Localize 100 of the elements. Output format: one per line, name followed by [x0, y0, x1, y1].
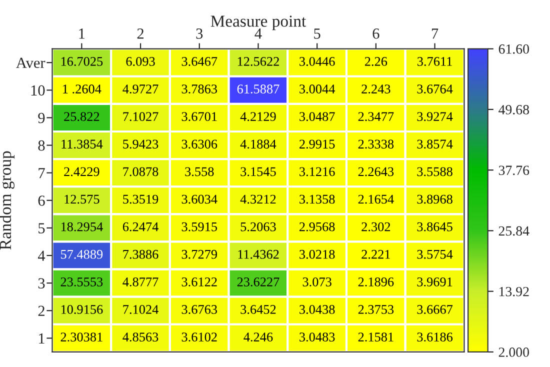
data-label: 23.6227 — [237, 277, 280, 286]
data-label: 4.8777 — [122, 277, 158, 286]
color-bar-label: 49.68 — [498, 105, 529, 114]
data-label: 3.558 — [185, 167, 214, 176]
data-label: 3.6034 — [182, 194, 218, 204]
data-label: 2.221 — [362, 250, 390, 259]
data-label: 3.7863 — [182, 84, 217, 94]
data-label: 3.8968 — [417, 194, 452, 204]
data-label: 3.8574 — [417, 140, 453, 149]
data-label: 12.575 — [64, 194, 100, 204]
data-label: 3.0487 — [300, 112, 335, 122]
data-label: 3.1216 — [300, 167, 335, 176]
data-label: 11.3854 — [62, 140, 103, 149]
data-label: 7.0878 — [123, 167, 158, 176]
data-label: 4.2129 — [240, 112, 276, 122]
x-tick-label: 4 — [254, 28, 262, 39]
color-bar-label: 2.000 — [498, 348, 529, 357]
data-label: 2.2643 — [358, 167, 394, 176]
data-label: 3.5588 — [417, 167, 452, 176]
data-label: 2.30381 — [60, 332, 102, 342]
data-label: 3.6122 — [182, 277, 217, 286]
color-bar-label: 13.92 — [499, 286, 529, 296]
y-tick-label: 6 — [38, 196, 45, 206]
data-label: 2.1896 — [358, 277, 394, 286]
data-label: 2.302 — [362, 222, 390, 232]
data-label: 7.1027 — [123, 112, 158, 122]
data-label: 2.3477 — [358, 112, 394, 122]
x-tick-label: 2 — [137, 28, 144, 39]
data-label: 1 .2604 — [63, 84, 102, 94]
data-label: 3.6306 — [182, 140, 218, 149]
data-label: 5.3519 — [123, 194, 158, 204]
y-tick-label: 8 — [38, 140, 45, 151]
x-tick-label: 3 — [196, 28, 203, 39]
data-label: 3.6763 — [182, 305, 217, 314]
x-tick-label: 6 — [372, 28, 380, 39]
y-tick-label: 5 — [38, 223, 45, 234]
y-tick-label: 10 — [31, 85, 45, 96]
data-label: 3.6467 — [182, 57, 218, 66]
data-label: 3.9274 — [417, 112, 453, 122]
data-label: 10.9156 — [61, 305, 103, 314]
data-label: 5.9423 — [123, 140, 158, 149]
data-label: 3.7611 — [418, 57, 452, 66]
data-label: 11.4362 — [238, 250, 279, 259]
y-tick-label: Aver — [16, 58, 46, 68]
data-label: 18.2954 — [61, 222, 103, 232]
data-label: 3.8645 — [417, 222, 452, 232]
data-label: 3.0438 — [300, 305, 335, 314]
data-label: 3.0044 — [300, 84, 336, 94]
data-label: 7.3886 — [123, 250, 158, 259]
data-label: 2.9568 — [300, 222, 335, 232]
data-label: 4.3212 — [240, 194, 276, 204]
data-label: 16.7025 — [61, 56, 103, 66]
data-label: 2.1581 — [358, 332, 394, 342]
data-label: 6.093 — [126, 56, 155, 66]
data-label: 12.5622 — [238, 57, 279, 66]
y-tick-label: 9 — [38, 112, 45, 124]
data-label: 3.6667 — [417, 305, 453, 314]
x-tick-label: 7 — [432, 28, 438, 39]
data-label: 7.1024 — [123, 305, 158, 314]
data-label: 3.1545 — [240, 167, 276, 176]
data-label: 3.6452 — [240, 305, 276, 314]
data-label: 3.5754 — [417, 250, 453, 259]
data-label: 3.6102 — [182, 332, 217, 342]
data-label: 3.6764 — [417, 84, 453, 94]
data-label: 4.1884 — [240, 140, 276, 149]
y-tick-label: 4 — [38, 250, 46, 261]
data-label: 25.822 — [64, 112, 100, 122]
data-label: 6.2474 — [122, 222, 158, 232]
data-label: 3.0446 — [300, 56, 335, 66]
color-bar-label: 61.60 — [498, 44, 529, 54]
data-label: 3.0218 — [300, 250, 335, 259]
data-label: 57.4889 — [61, 250, 103, 259]
data-label: 2.243 — [362, 84, 390, 94]
data-label: 2.26 — [364, 57, 388, 66]
data-label: 23.5553 — [60, 277, 103, 286]
y-tick-label: 1 — [39, 333, 44, 344]
data-label: 2.4229 — [64, 167, 100, 176]
color-bar-label: 37.76 — [498, 166, 530, 176]
x-tick-label: 1 — [79, 28, 85, 39]
data-label: 3.6186 — [417, 332, 453, 342]
data-label: 2.3338 — [358, 140, 394, 149]
color-bar-label: 25.84 — [498, 226, 530, 236]
x-tick-label: 5 — [314, 28, 320, 39]
data-label: 2.1654 — [358, 194, 394, 204]
data-label: 4.246 — [244, 332, 273, 342]
data-label: 3.1358 — [300, 194, 335, 204]
data-label: 3.073 — [302, 277, 332, 286]
data-label: 61.5887 — [237, 84, 280, 94]
data-label: 3.9691 — [417, 277, 452, 286]
data-label: 3.5915 — [182, 222, 217, 232]
data-label: 3.7279 — [182, 250, 217, 259]
data-label: 2.9915 — [300, 140, 335, 149]
data-label: 2.3753 — [358, 305, 394, 314]
data-label: 3.0483 — [300, 332, 335, 342]
data-label: 4.8563 — [122, 332, 158, 342]
data-label: 4.9727 — [122, 84, 158, 94]
data-label: 3.6701 — [182, 112, 217, 122]
y-tick-label: 2 — [38, 306, 44, 316]
y-tick-label: 3 — [38, 278, 45, 289]
data-label: 5.2063 — [240, 222, 276, 232]
